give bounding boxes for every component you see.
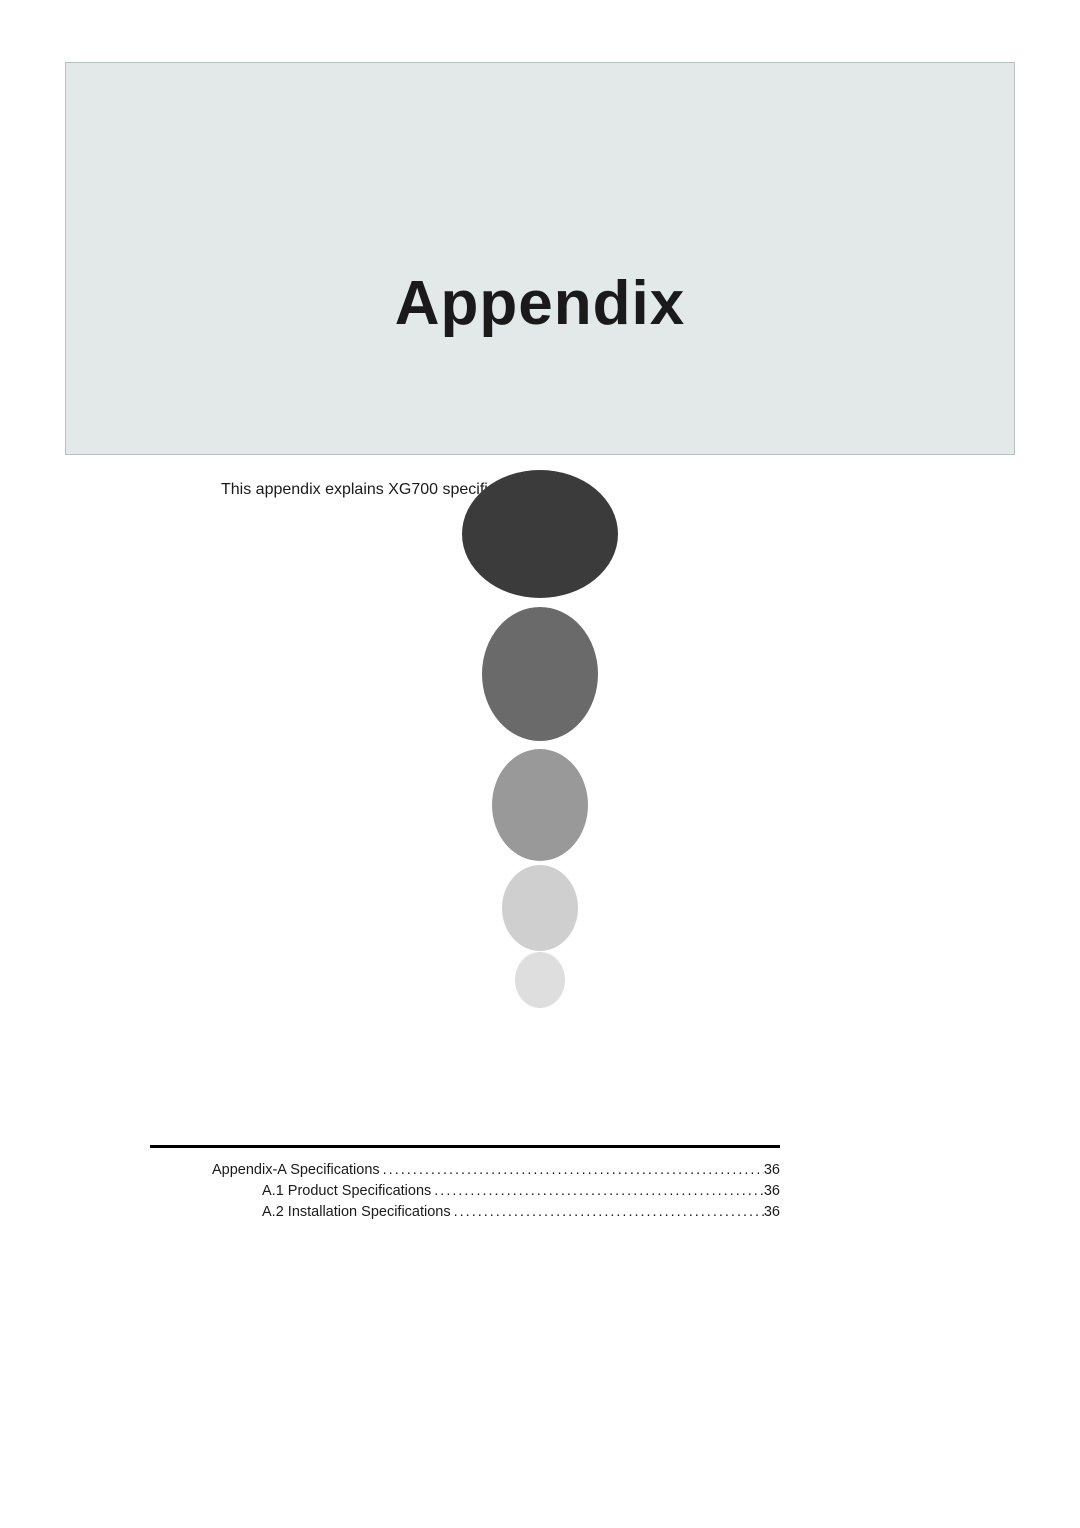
toc-page: 36 bbox=[764, 1160, 780, 1181]
toc-page: 36 bbox=[764, 1202, 780, 1223]
toc-label: A.1 Product Specifications bbox=[262, 1181, 431, 1202]
toc-entry: A.2 Installation Specifications 36 bbox=[150, 1202, 780, 1223]
toc-page: 36 bbox=[764, 1181, 780, 1202]
toc-label: Appendix-A Specifications bbox=[212, 1160, 380, 1181]
toc-leader bbox=[431, 1181, 764, 1202]
decor-ellipse-5 bbox=[515, 952, 565, 1008]
decor-ellipse-3 bbox=[492, 749, 588, 861]
toc-leader bbox=[380, 1160, 764, 1181]
toc-entry: Appendix-A Specifications 36 bbox=[150, 1160, 780, 1181]
decor-ellipse-1 bbox=[462, 470, 618, 598]
toc-rule bbox=[150, 1145, 780, 1148]
header-panel: Appendix This appendix explains XG700 sp… bbox=[65, 62, 1015, 455]
ellipse-graphic bbox=[440, 470, 640, 1030]
toc-label: A.2 Installation Specifications bbox=[262, 1202, 451, 1223]
decor-ellipse-2 bbox=[482, 607, 598, 741]
page-title: Appendix bbox=[66, 268, 1014, 339]
toc-entry: A.1 Product Specifications 36 bbox=[150, 1181, 780, 1202]
decorative-ellipses bbox=[0, 470, 1080, 1030]
decor-ellipse-4 bbox=[502, 865, 578, 951]
toc-leader bbox=[451, 1202, 764, 1223]
table-of-contents: Appendix-A Specifications36A.1 Product S… bbox=[150, 1145, 780, 1223]
